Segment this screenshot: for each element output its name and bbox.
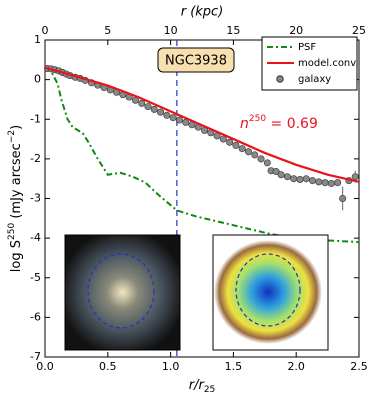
x2-tick-label: 10	[164, 24, 178, 37]
y-label-part: −2	[7, 130, 17, 143]
overlay: NGC3938 n250 = 0.69 PSF model.conv galaxy	[44, 36, 360, 183]
legend-label: model.conv	[298, 58, 356, 69]
x-label: r/r25	[189, 378, 216, 395]
data-point	[257, 155, 265, 163]
y-label-part: log S	[9, 240, 24, 272]
data-point	[251, 151, 259, 159]
data-point	[144, 103, 152, 111]
y-tick-label: -2	[30, 152, 41, 165]
y-tick-label: 1	[34, 33, 41, 46]
y-label: log S250 (mJy arcsec−2)	[7, 125, 24, 272]
y-tick-label: -1	[30, 112, 41, 125]
data-point	[277, 171, 285, 179]
label-box	[157, 47, 235, 73]
data-point	[175, 116, 183, 124]
x2-tick-label: 5	[104, 24, 111, 37]
y-label-part: (mJy arcsec	[9, 143, 24, 223]
data-point	[150, 105, 158, 113]
data-point	[163, 111, 171, 119]
legend-label: galaxy	[298, 74, 331, 85]
series-line	[44, 66, 360, 244]
data-point	[334, 179, 342, 187]
data-point	[272, 168, 280, 176]
inset-250	[212, 234, 329, 351]
y-tick-label: -6	[30, 310, 41, 323]
data-point	[238, 145, 246, 153]
x-tick-label: 1.0	[162, 360, 180, 373]
x-label-part: 25	[204, 385, 215, 395]
sersic-part: 250	[249, 114, 266, 124]
data-point	[315, 178, 323, 186]
x2-label: r (kpc)	[181, 5, 224, 20]
data-point	[169, 114, 177, 122]
data-point	[138, 99, 146, 107]
data-point	[327, 179, 335, 187]
data-point	[226, 138, 234, 146]
x2-tick-label: 20	[289, 24, 303, 37]
y-label-part: 250	[7, 223, 17, 240]
data-point	[157, 108, 165, 116]
data-point	[219, 135, 227, 143]
x-tick-label: 2.0	[287, 360, 305, 373]
x2-tick-label: 0	[42, 24, 49, 37]
x-label-part: r/r	[189, 378, 206, 393]
y-tick-label: -7	[30, 350, 41, 363]
galaxy-name: NGC3938	[165, 54, 227, 69]
data-point	[232, 141, 240, 149]
data-point	[321, 179, 329, 187]
data-point	[290, 175, 298, 183]
data-point	[351, 173, 359, 181]
data-point	[302, 175, 310, 183]
y-tick-label: -5	[30, 271, 41, 284]
y-tick-label: -4	[30, 231, 41, 244]
data-point	[296, 175, 304, 183]
data-point	[182, 118, 190, 126]
sersic-part: n	[240, 116, 249, 132]
legend-label: PSF	[298, 42, 316, 53]
x2-tick-label: 15	[226, 24, 240, 37]
data-point	[244, 148, 252, 156]
y-tick-label: -3	[30, 192, 41, 205]
data-point	[263, 159, 271, 167]
x-tick-label: 1.5	[225, 360, 243, 373]
legend-marker	[276, 75, 284, 83]
inset-optical	[64, 234, 181, 351]
sersic-part: = 0.69	[266, 116, 318, 132]
x-tick-label: 0.5	[99, 360, 117, 373]
data-point	[283, 173, 291, 181]
data-point	[339, 195, 347, 203]
y-tick-label: 0	[34, 73, 41, 86]
y-label-part: )	[9, 125, 24, 130]
x2-tick-label: 25	[352, 24, 366, 37]
x-tick-label: 0.0	[36, 360, 54, 373]
sersic-index: n250 = 0.69	[240, 114, 318, 133]
x-tick-label: 2.5	[350, 360, 368, 373]
series-line	[44, 66, 360, 183]
data-point	[309, 177, 317, 185]
